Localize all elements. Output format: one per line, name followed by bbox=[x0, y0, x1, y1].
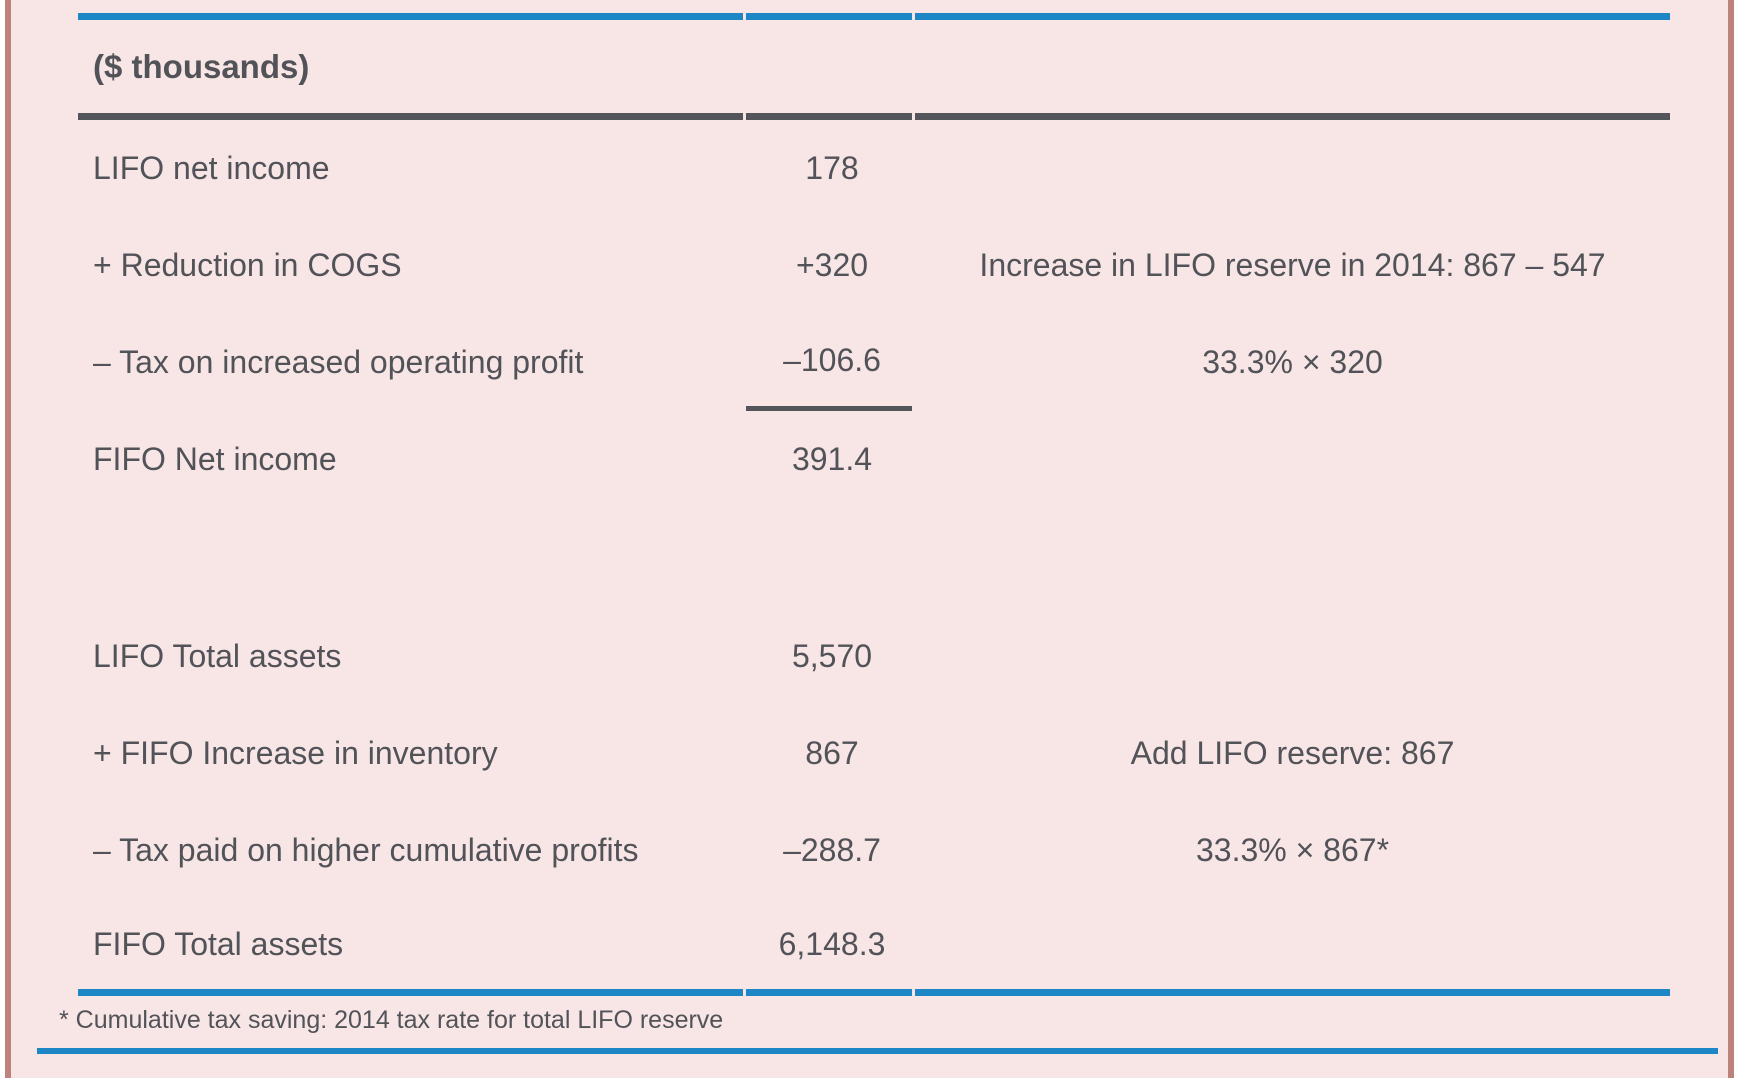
row-label-cell: – Tax on increased operating profit bbox=[93, 344, 584, 380]
row-value-cell: +320 bbox=[795, 247, 869, 283]
table-row: – Tax on increased operating profit –106.… bbox=[78, 314, 1670, 411]
table-row: + Reduction in COGS +320 Increase in LIFO … bbox=[78, 217, 1670, 314]
row-note-cell bbox=[915, 608, 1670, 705]
row-label-cell: + FIFO Increase in inventory bbox=[93, 735, 498, 771]
row-note-cell: 33.3% × 867* bbox=[1195, 832, 1390, 868]
table-body: LIFO net income 178 + Reduction in COGS +32… bbox=[78, 120, 1670, 996]
row-note-cell bbox=[915, 120, 1670, 217]
table-row: + FIFO Increase in inventory 867 Add LIFO … bbox=[78, 705, 1670, 802]
spacer-row bbox=[78, 508, 1670, 608]
header-spacer-cell-amount bbox=[746, 13, 912, 120]
row-value-cell: 178 bbox=[805, 150, 859, 186]
table-row: LIFO Total assets 5,570 bbox=[78, 608, 1670, 705]
row-label-cell: LIFO Total assets bbox=[93, 638, 342, 674]
row-label-cell: FIFO Net income bbox=[93, 441, 337, 477]
row-value-cell bbox=[746, 508, 912, 608]
table-row: FIFO Total assets 6,148.3 bbox=[78, 899, 1670, 996]
row-value-cell: 5,570 bbox=[791, 638, 873, 674]
table-card: ($ thousands) LIFO net income 178 + Reduct… bbox=[5, 0, 1734, 1078]
row-note-cell: 33.3% × 320 bbox=[1202, 344, 1383, 380]
table-row: – Tax paid on higher cumulative profits –… bbox=[78, 802, 1670, 899]
header-spacer-cell-note bbox=[915, 13, 1670, 120]
table-row: FIFO Net income 391.4 bbox=[78, 411, 1670, 508]
row-value-cell: –106.6 bbox=[746, 314, 912, 411]
row-note-cell bbox=[915, 508, 1670, 608]
table-header-row: ($ thousands) bbox=[78, 13, 1670, 120]
bottom-divider bbox=[37, 1048, 1718, 1054]
row-label-cell: FIFO Total assets bbox=[78, 899, 743, 996]
row-value-cell: 391.4 bbox=[791, 441, 873, 477]
lifo-fifo-adjustment-table: ($ thousands) LIFO net income 178 + Reduct… bbox=[75, 13, 1673, 996]
row-label-cell: – Tax paid on higher cumulative profits bbox=[93, 832, 639, 868]
row-note-cell: Increase in LIFO reserve in 2014: 867 – … bbox=[979, 247, 1606, 283]
row-value-cell: –288.7 bbox=[783, 832, 881, 868]
row-value-cell: 6,148.3 bbox=[746, 899, 912, 996]
row-label-cell bbox=[78, 508, 743, 608]
row-note-cell: Add LIFO reserve: 867 bbox=[1130, 735, 1455, 771]
unit-header: ($ thousands) bbox=[78, 13, 743, 120]
table-footnote: * Cumulative tax saving: 2014 tax rate f… bbox=[59, 1006, 724, 1034]
row-label-cell: + Reduction in COGS bbox=[93, 247, 402, 283]
row-note-cell bbox=[915, 899, 1670, 996]
row-label-cell: LIFO net income bbox=[93, 150, 330, 186]
table-row: LIFO net income 178 bbox=[78, 120, 1670, 217]
row-note-cell bbox=[915, 411, 1670, 508]
row-value-cell: 867 bbox=[805, 735, 859, 771]
